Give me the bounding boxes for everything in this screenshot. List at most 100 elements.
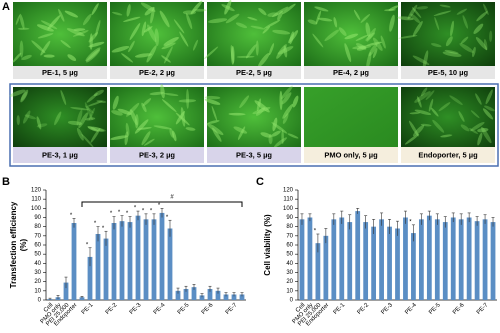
significance-marker: *	[142, 208, 145, 214]
cell	[85, 47, 101, 62]
cell	[315, 10, 322, 25]
cell	[459, 43, 474, 53]
cell	[23, 110, 31, 124]
cell	[289, 31, 294, 45]
cell	[404, 133, 420, 145]
bar	[63, 282, 69, 300]
cell	[58, 8, 65, 22]
cell	[178, 99, 196, 103]
cell	[477, 127, 489, 133]
cell	[207, 18, 228, 24]
cell	[260, 132, 272, 138]
cell	[380, 35, 386, 49]
cell	[365, 22, 371, 37]
cell	[250, 25, 266, 30]
y-tick-label: 70	[34, 233, 41, 239]
cell-texture	[110, 84, 196, 146]
x-tick-label: PE-2	[105, 302, 119, 316]
cell	[355, 43, 367, 50]
cell	[483, 3, 489, 16]
caption-bg	[304, 147, 398, 163]
caption: Endoporter, 5 µg	[418, 150, 478, 159]
cell	[161, 55, 171, 63]
cell	[153, 125, 172, 130]
panel-label: A	[2, 1, 10, 13]
cell	[412, 21, 423, 37]
cell	[192, 8, 207, 12]
cell	[344, 33, 359, 40]
bar	[442, 222, 448, 300]
bar	[183, 289, 189, 300]
cell	[230, 46, 235, 65]
cell	[78, 112, 89, 129]
cell	[489, 30, 493, 42]
y-tick-label: 120	[31, 188, 42, 194]
cell	[185, 127, 196, 131]
cell	[353, 9, 361, 21]
cell	[17, 27, 30, 30]
cell	[324, 29, 340, 42]
cell	[282, 113, 289, 124]
caption: PE-1, 5 µg	[42, 68, 78, 77]
cell	[117, 108, 132, 115]
cell	[81, 133, 94, 148]
cell	[186, 89, 190, 109]
bar	[387, 226, 392, 300]
cell-texture	[397, 3, 493, 70]
bar	[466, 217, 472, 300]
bar	[299, 219, 305, 300]
y-tick-label: 70	[286, 233, 293, 239]
bar	[167, 228, 173, 300]
cell	[228, 112, 246, 116]
cell	[475, 36, 488, 51]
bar	[87, 256, 93, 300]
cell	[472, 46, 476, 58]
bar	[151, 219, 157, 300]
cell	[414, 91, 431, 103]
micrograph	[110, 2, 204, 66]
y-tick-label: 0	[38, 298, 42, 304]
cell	[36, 116, 42, 130]
cell	[420, 123, 432, 127]
x-tick-label: PE-7	[476, 302, 490, 316]
cell	[143, 138, 155, 146]
cell	[416, 6, 429, 10]
cell	[417, 96, 422, 108]
bar	[458, 219, 464, 300]
cell	[365, 32, 376, 41]
cell	[255, 107, 266, 116]
cell	[239, 95, 250, 109]
caption-bg	[207, 147, 301, 163]
cell	[126, 4, 131, 17]
cell	[272, 6, 289, 18]
cell	[281, 129, 284, 144]
caption: PE-3, 1 µg	[42, 150, 78, 159]
cell	[262, 26, 271, 34]
cell	[445, 36, 453, 47]
cell	[207, 120, 220, 124]
cell	[20, 91, 28, 101]
cell	[434, 17, 440, 31]
cell	[76, 127, 84, 141]
cell	[128, 40, 135, 53]
micrograph	[304, 2, 398, 66]
y-tick-label: 110	[283, 197, 293, 203]
cell	[12, 52, 22, 63]
cell	[206, 123, 224, 136]
y-tick-label: 90	[34, 215, 41, 221]
cell	[76, 109, 83, 126]
cell	[204, 95, 221, 100]
caption: PE-4, 2 µg	[333, 68, 369, 77]
cell	[84, 102, 93, 120]
cell	[40, 40, 51, 56]
cell	[292, 95, 299, 108]
significance-marker: *	[409, 219, 412, 225]
cell	[144, 6, 155, 16]
cell	[37, 33, 54, 39]
bar	[231, 294, 237, 300]
cell	[425, 90, 435, 101]
bar	[191, 287, 197, 300]
cell	[356, 45, 367, 51]
cell-texture	[307, 5, 399, 70]
